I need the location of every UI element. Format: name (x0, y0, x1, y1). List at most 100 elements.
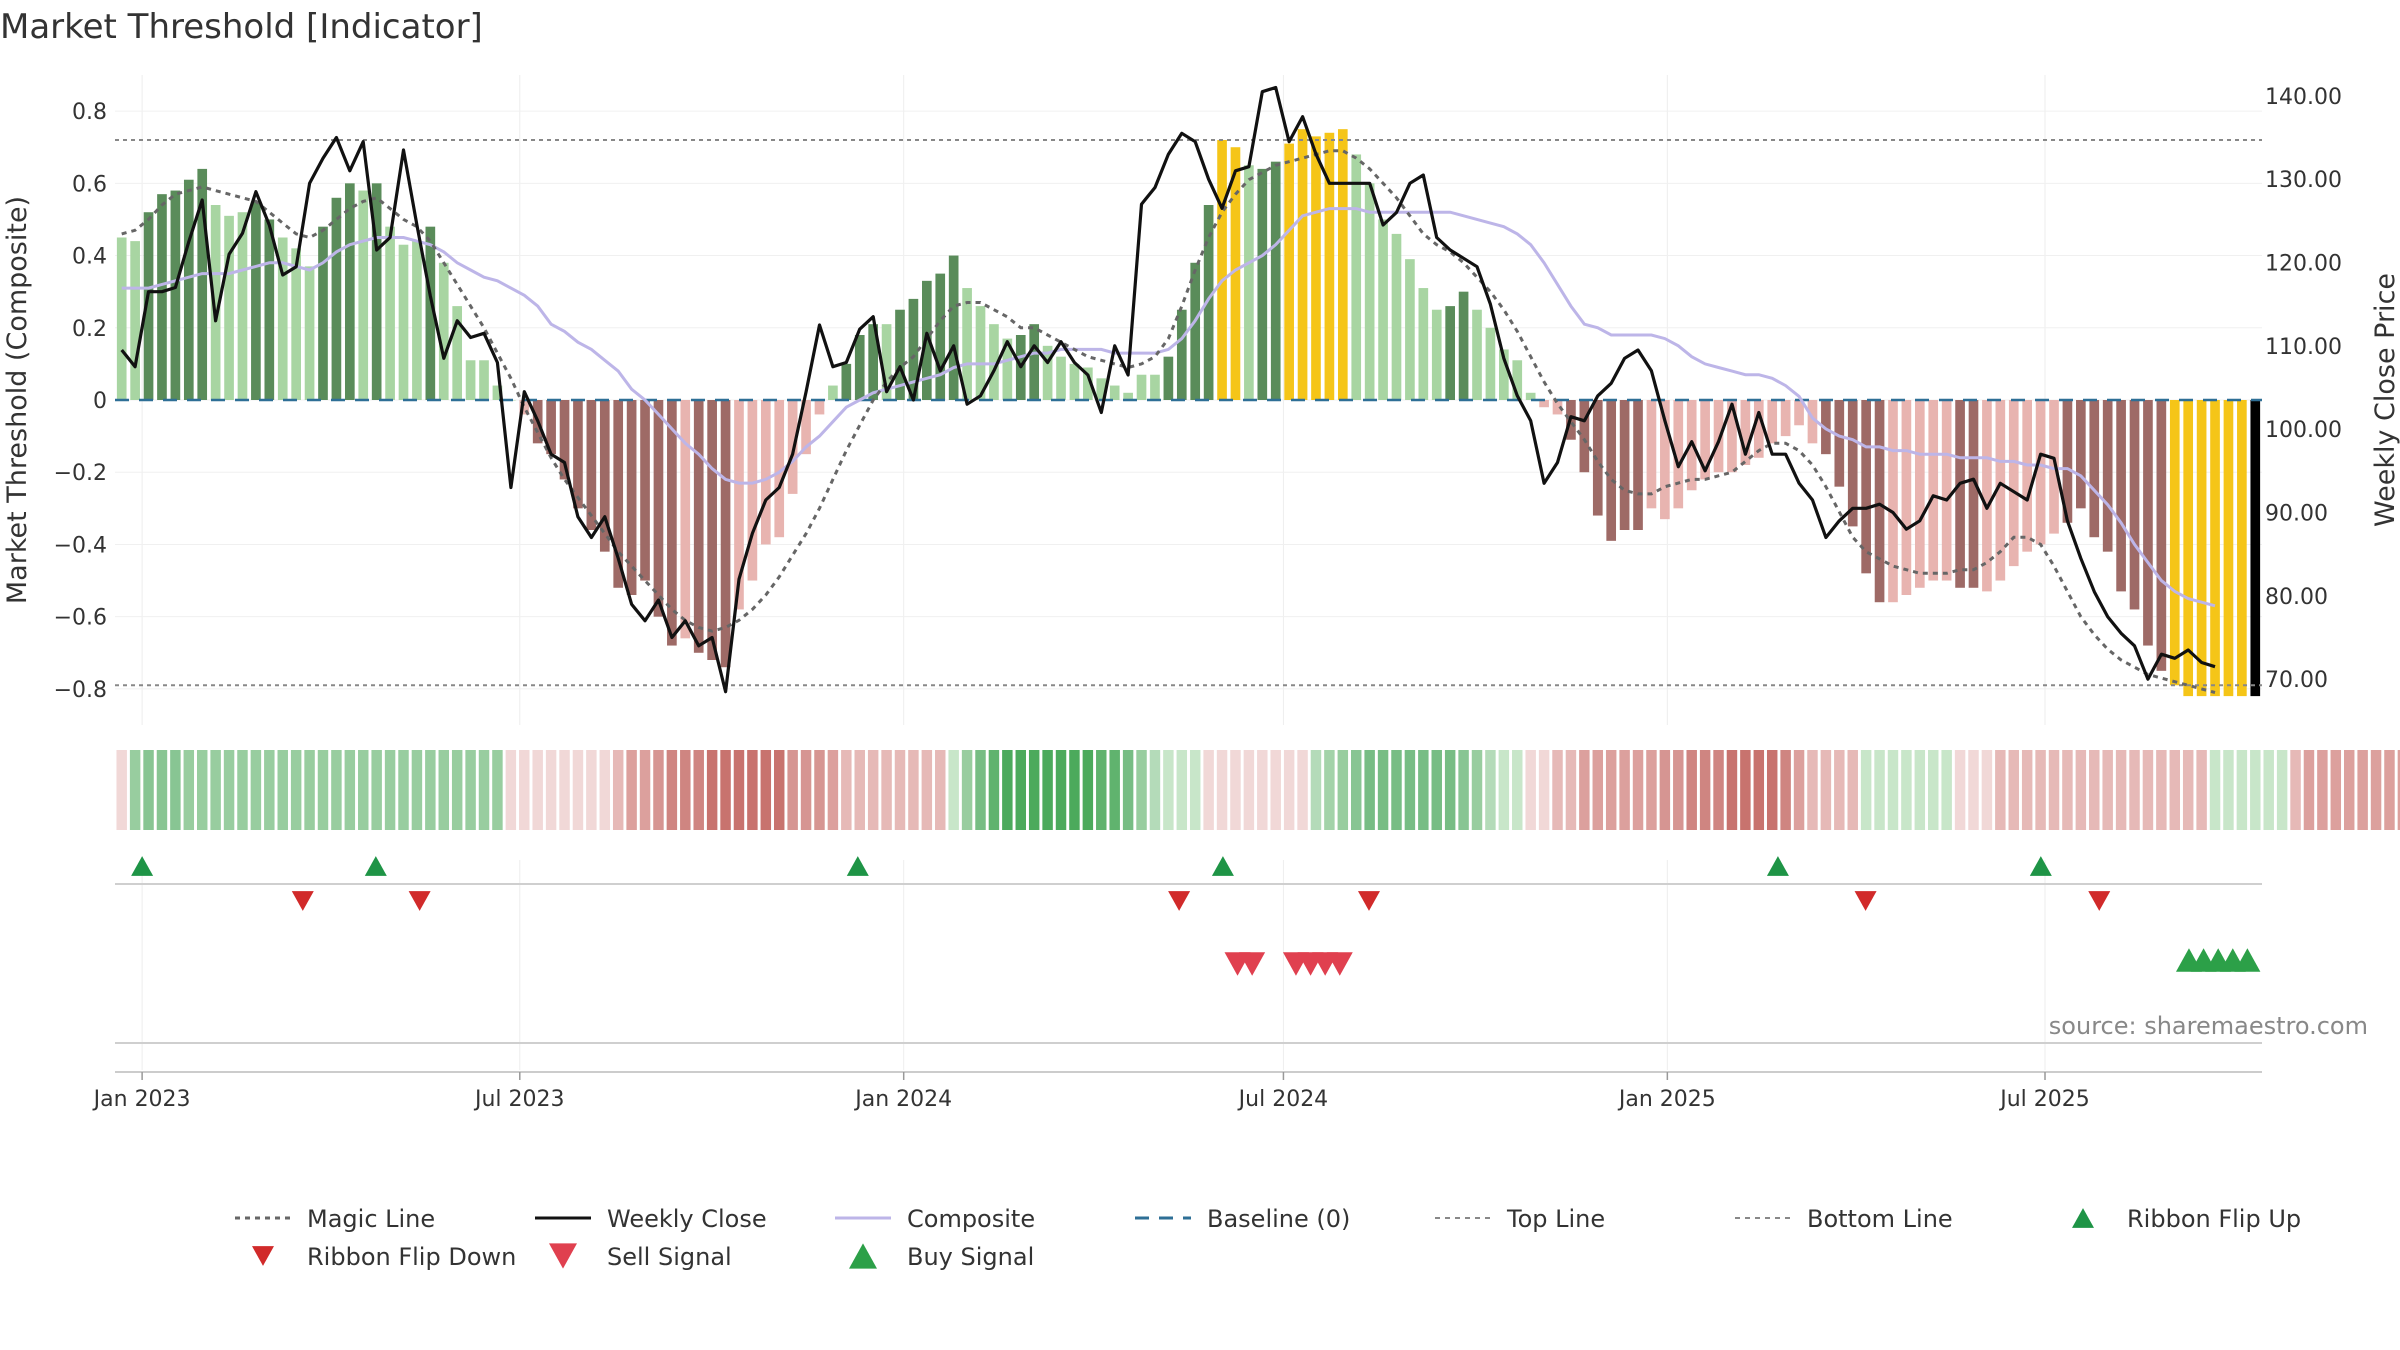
ribbon-cell (1619, 750, 1630, 830)
composite-bar (1472, 309, 1482, 400)
ribbon-cell (1686, 750, 1697, 830)
legend-swatch (252, 1246, 274, 1266)
y-tick-label: −0.6 (54, 606, 107, 631)
composite-bar (693, 400, 704, 653)
composite-bar (1982, 400, 1992, 592)
composite-bar (2062, 400, 2073, 523)
ribbon-cell (344, 750, 356, 830)
composite-bar (1539, 400, 1549, 408)
ribbon-cell (478, 750, 490, 830)
composite-bar (1794, 400, 1804, 426)
ribbon-cell (156, 750, 168, 830)
composite-bar (1646, 400, 1657, 509)
composite-bar (1579, 400, 1590, 473)
composite-bar (1083, 367, 1093, 400)
ribbon-cell (1646, 750, 1657, 830)
composite-bar (1861, 400, 1871, 574)
legend-label: Composite (907, 1205, 1035, 1233)
y2-tick-label: 80.00 (2265, 585, 2328, 610)
composite-bar (1660, 400, 1670, 520)
legend-label: Weekly Close (607, 1205, 767, 1233)
ribbon-cell (129, 750, 141, 830)
composite-bar (2169, 400, 2180, 686)
ribbon-cell (1592, 750, 1604, 830)
ribbon-flip-up-marker (131, 856, 154, 876)
composite-bar (989, 324, 999, 400)
composite-bar (291, 248, 301, 400)
ribbon-cell (773, 750, 785, 830)
composite-bar (2196, 400, 2207, 697)
ribbon-cell (1740, 750, 1751, 830)
composite-bar (251, 201, 261, 400)
ribbon-cell (1981, 750, 1993, 830)
ribbon-cell (733, 750, 745, 830)
composite-bar (747, 400, 758, 581)
ribbon-strip (116, 750, 2400, 830)
ribbon-cell (1136, 750, 1147, 830)
ribbon-cell (2102, 750, 2113, 830)
ribbon-cell (1069, 750, 1080, 830)
legend-label: Ribbon Flip Up (2127, 1205, 2301, 1233)
composite-bar (814, 400, 825, 415)
composite-bar (653, 400, 664, 617)
composite-bar (1673, 400, 1684, 509)
ribbon-cell (2089, 750, 2100, 830)
ribbon-cell (317, 750, 329, 830)
composite-bar (1928, 400, 1939, 581)
composite-bar (1244, 165, 1254, 400)
ribbon-cell (2330, 750, 2342, 830)
composite-bar (1257, 168, 1268, 400)
ribbon-cell (706, 750, 718, 830)
ribbon-cell (1954, 750, 1966, 830)
legend-entry: Magic Line (235, 1205, 435, 1233)
composite-bar (2183, 400, 2194, 697)
composite-bar (157, 194, 167, 400)
y-tick-label: 0.4 (72, 245, 107, 270)
composite-bar (1499, 349, 1509, 400)
composite-bar (1230, 147, 1241, 400)
legend-label: Baseline (0) (1207, 1205, 1350, 1233)
ribbon-cell (2276, 750, 2288, 830)
ribbon-cell (747, 750, 758, 830)
ribbon-flip-down-marker (408, 891, 431, 911)
ribbon-cell (572, 750, 584, 830)
ribbon-cell (680, 750, 691, 830)
ribbon-cell (720, 750, 731, 830)
ribbon-cell (1780, 750, 1791, 830)
ribbon-cell (1579, 750, 1590, 830)
composite-bar (224, 215, 234, 400)
ribbon-flip-down-marker (1854, 891, 1877, 911)
ribbon-cell (653, 750, 664, 830)
composite-bar (1163, 356, 1174, 400)
composite-bar (841, 363, 852, 400)
chart-title: Market Threshold [Indicator] (0, 7, 483, 47)
composite-bar (1337, 129, 1348, 400)
ribbon-cell (1901, 750, 1912, 830)
legend-entry: Composite (835, 1205, 1035, 1233)
ribbon-cell (1096, 750, 1107, 830)
legend-entry: Bottom Line (1735, 1205, 1953, 1233)
composite-bar (1968, 400, 1979, 588)
composite-bar (1042, 345, 1053, 400)
ribbon-cell (1968, 750, 1979, 830)
composite-bar (344, 183, 355, 400)
ribbon-cell (237, 750, 248, 830)
ribbon-flip-down-marker (1357, 891, 1380, 911)
ribbon-cell (599, 750, 611, 830)
composite-bar (1391, 233, 1402, 400)
composite-bar (895, 309, 905, 400)
magic-line (121, 149, 2216, 694)
composite-bar (1995, 400, 2006, 581)
ribbon-cell (1002, 750, 1013, 830)
ribbon-cell (867, 750, 879, 830)
composite-bar (2008, 400, 2019, 567)
composite-bar (720, 400, 731, 668)
series-lines (115, 85, 2262, 694)
composite-bar (1445, 306, 1455, 400)
composite-bar (2022, 400, 2033, 552)
composite-bar (318, 226, 328, 400)
ribbon-cell (2156, 750, 2167, 830)
composite-bar (1485, 327, 1496, 400)
composite-bar (197, 168, 208, 400)
composite-bar (130, 241, 140, 400)
